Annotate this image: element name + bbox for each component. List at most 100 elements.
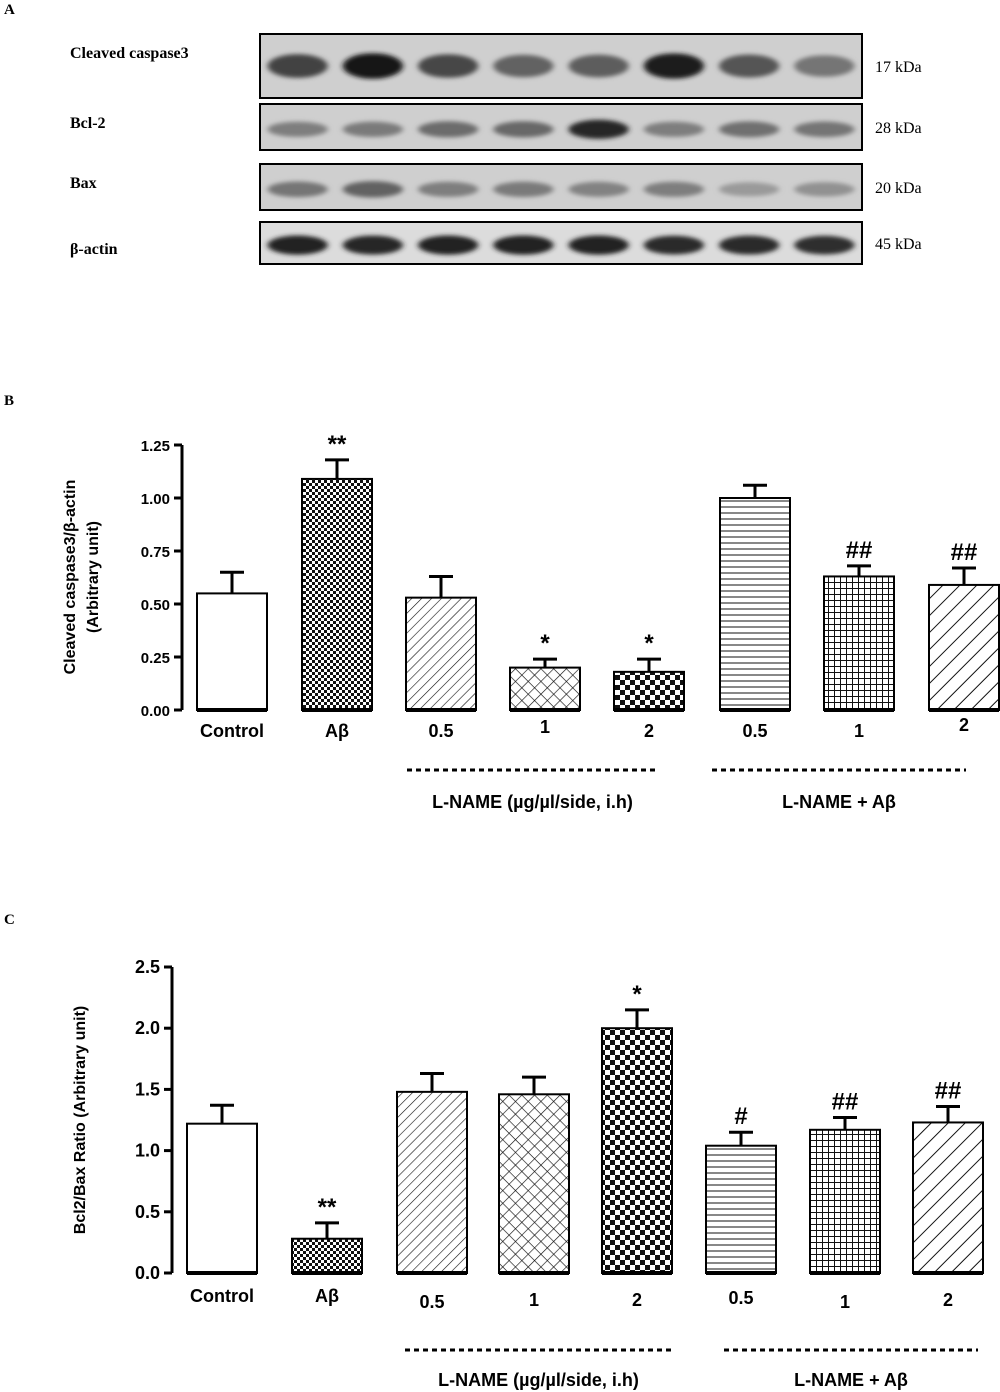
significance-marker: # — [734, 1103, 747, 1130]
blot-band — [643, 121, 704, 137]
significance-marker: ** — [318, 1194, 337, 1221]
x-tick-label: 1 — [840, 1292, 850, 1312]
blot-label-bcl-2: Bcl-2 — [70, 115, 106, 132]
x-tick-label: 0.5 — [419, 1292, 444, 1312]
x-tick-label: 1 — [540, 717, 550, 737]
group-label: L-NAME (µg/µl/side, i.h) — [432, 792, 633, 812]
blot-band — [719, 235, 780, 255]
bar-2 — [291, 1237, 363, 1275]
y-tick-label: 0.5 — [135, 1202, 160, 1222]
bar-6 — [719, 497, 791, 711]
y-tick-label: 1.5 — [135, 1079, 160, 1099]
x-tick-label: Aβ — [325, 721, 349, 741]
bar-4 — [509, 666, 581, 711]
blot-band — [342, 235, 403, 255]
y-tick-label: 1.25 — [141, 438, 170, 455]
panel-b-label: B — [4, 393, 14, 409]
group-label: L-NAME (µg/µl/side, i.h) — [438, 1370, 639, 1390]
y-tick-label: 0.50 — [141, 597, 170, 614]
group-label: L-NAME + Aβ — [782, 792, 896, 812]
chart-cleaved-caspase3: Cleaved caspase3/β-actin (Arbitrary unit)… — [62, 431, 1000, 812]
bar-1 — [196, 592, 268, 712]
blot-band — [493, 235, 554, 255]
significance-marker: * — [540, 630, 550, 657]
blot-band — [418, 54, 479, 78]
significance-marker: ## — [846, 537, 873, 564]
bar-7 — [823, 575, 895, 711]
blot-kda-actin: 45 kDa — [875, 236, 922, 253]
blot-band — [719, 54, 780, 78]
y-tick-label: 2.0 — [135, 1018, 160, 1038]
blot-band — [418, 235, 479, 255]
significance-marker: ## — [832, 1089, 859, 1116]
x-tick-label: 1 — [529, 1290, 539, 1310]
bar-3 — [396, 1090, 468, 1275]
blot-band — [794, 235, 855, 255]
x-tick-label: 0.5 — [728, 1288, 753, 1308]
blot-band — [643, 235, 704, 255]
western-blot-panel: Cleaved caspase3 17 kDa Bcl-2 28 kDa Bax 20 k… — [70, 33, 922, 265]
blot-band — [267, 181, 328, 198]
significance-marker: * — [644, 630, 654, 657]
bar-8 — [912, 1121, 984, 1274]
blot-band — [794, 121, 855, 138]
bar-8 — [928, 583, 1000, 711]
blot-band — [493, 121, 554, 138]
significance-marker: ## — [935, 1078, 962, 1105]
x-tick-label: 2 — [632, 1290, 642, 1310]
bar-5 — [601, 1027, 673, 1274]
x-tick-label: Control — [190, 1286, 254, 1306]
blot-band — [643, 181, 704, 197]
blot-band — [568, 235, 629, 255]
bar-6 — [705, 1144, 777, 1274]
blot-band — [568, 119, 629, 139]
x-tick-label: 0.5 — [428, 721, 453, 741]
blot-label-actin: β-actin — [70, 241, 118, 258]
y-tick-label: 0.25 — [141, 650, 170, 667]
blot-band — [794, 55, 855, 77]
blot-band — [418, 181, 479, 197]
y-axis-label-units: (Arbitrary unit) — [85, 521, 102, 633]
significance-marker: ## — [951, 539, 978, 566]
bar-4 — [498, 1093, 570, 1275]
y-tick-label: 0.0 — [135, 1263, 160, 1283]
bar-5 — [613, 670, 685, 712]
blot-band — [643, 53, 704, 79]
blot-kda-bax: 20 kDa — [875, 180, 922, 197]
group-label: L-NAME + Aβ — [794, 1370, 908, 1390]
y-tick-label: 1.0 — [135, 1141, 160, 1161]
x-tick-label: 1 — [854, 721, 864, 741]
x-tick-label: Aβ — [315, 1286, 339, 1306]
x-tick-label: 2 — [644, 721, 654, 741]
blot-band — [568, 181, 629, 197]
x-tick-label: Control — [200, 721, 264, 741]
y-tick-label: 2.5 — [135, 957, 160, 977]
blot-band — [267, 54, 328, 78]
blot-band — [493, 54, 554, 78]
bar-3 — [405, 596, 477, 712]
bar-2 — [301, 477, 373, 712]
x-tick-label: 2 — [959, 715, 969, 735]
blot-band — [719, 182, 780, 197]
panel-c-label: C — [4, 912, 15, 928]
chart-bcl2-bax-ratio: Bcl2/Bax Ratio (Arbitrary unit) 0.0 0.5 1.0… — [72, 957, 984, 1390]
bar-7 — [809, 1128, 881, 1274]
blot-band — [342, 181, 403, 198]
panel-a-label: A — [4, 2, 15, 18]
blot-kda-bcl-2: 28 kDa — [875, 120, 922, 137]
blot-band — [342, 53, 403, 79]
x-tick-label: 0.5 — [742, 721, 767, 741]
blot-band — [493, 181, 554, 197]
blot-band — [267, 121, 328, 137]
blot-band — [267, 235, 328, 255]
blot-label-cleaved-caspase3: Cleaved caspase3 — [70, 45, 189, 62]
blot-label-bax: Bax — [70, 175, 97, 192]
significance-marker: ** — [328, 431, 347, 458]
blot-kda-cleaved-caspase3: 17 kDa — [875, 59, 922, 76]
y-tick-label: 0.75 — [141, 544, 170, 561]
blot-band — [794, 182, 855, 197]
significance-marker: * — [632, 981, 642, 1008]
blot-band — [568, 54, 629, 78]
blot-band — [719, 121, 780, 138]
